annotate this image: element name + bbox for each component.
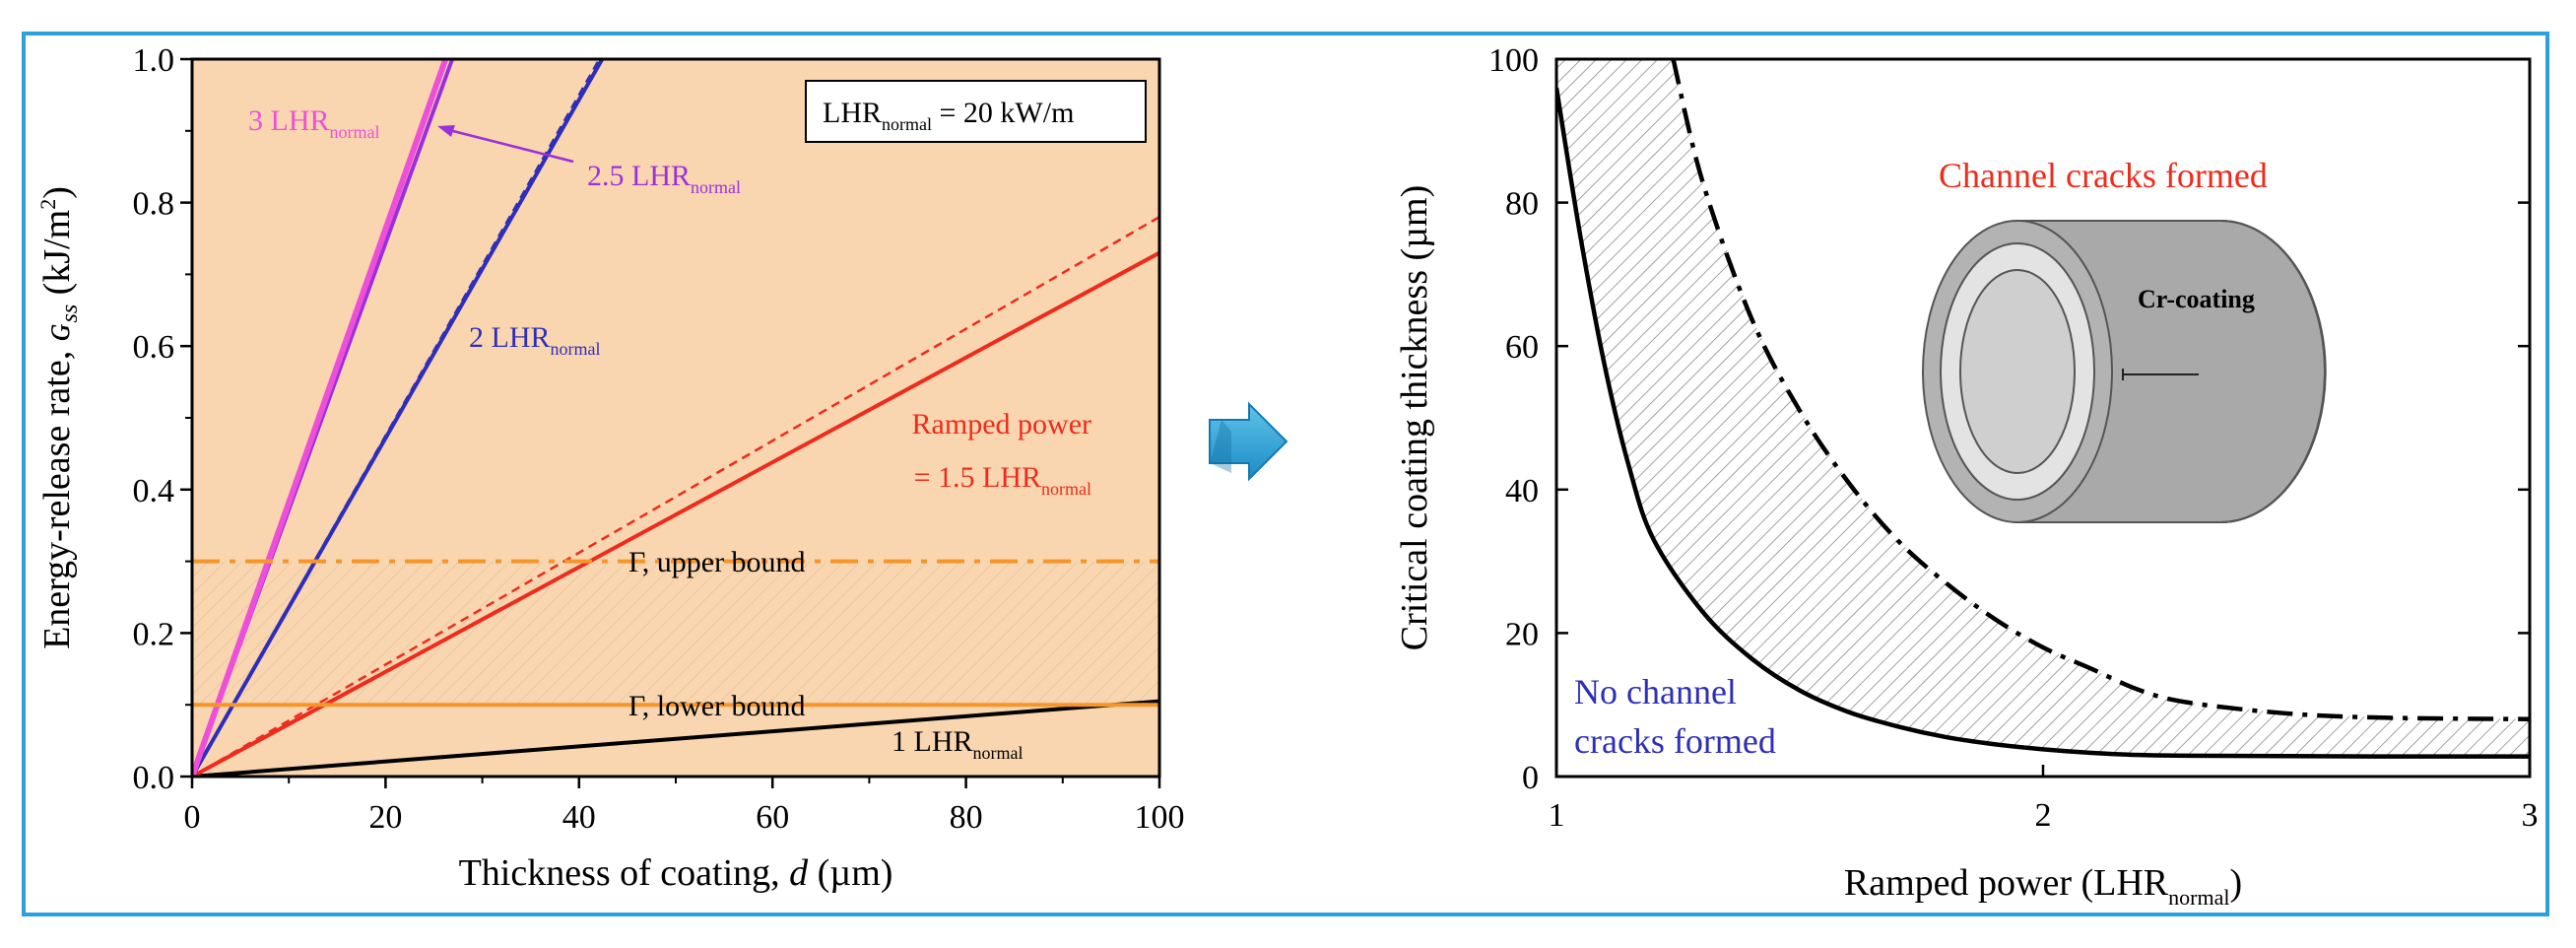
series-line-ramped-power-1-5-lhr-normal: [192, 250, 1159, 777]
x-tick-label: 40: [562, 799, 596, 836]
x-tick-label: 3: [2522, 797, 2539, 834]
left-y-label: Energy-release rate, ɢss (kJ/m2): [35, 186, 83, 649]
x-tick-label: 2: [2035, 797, 2052, 834]
svg-text:LHRnormal = 20 kW/m: LHRnormal = 20 kW/m: [823, 97, 1074, 134]
left-y-ticks: 0.0 0.2 0.4 0.6 0.8 1.0: [133, 42, 192, 796]
right-series-group: [1556, 59, 2530, 759]
energy-release-chart: 0 20 40 60 80 100 0.0 0.2 0.4 0.6 0.8 1.0 Thicknes…: [35, 42, 1185, 894]
left-x-ticks: 0 20 40 60 80 100: [184, 777, 1185, 836]
y-tick-label: 0: [1522, 760, 1539, 796]
series-line-ramped-power-dashed-: [192, 216, 1159, 777]
critical-thickness-lower-bound-curve: [1556, 87, 2530, 759]
right-y-ticks: 0 20 40 60 80 100: [1488, 42, 2530, 796]
transition-arrow-icon: [1209, 401, 1288, 482]
x-tick-label: 60: [756, 799, 789, 836]
label-gamma-lower: Γ, lower bound: [628, 690, 806, 722]
cr-coated-cylinder-icon: Cr-coating: [1922, 220, 2327, 523]
label-2-5lhr-pointer: [444, 127, 574, 164]
label-2-5lhr-arrowhead: [437, 125, 455, 137]
y-tick-label: 0.2: [133, 616, 175, 652]
right-y-label: Critical coating thickness (µm): [1394, 185, 1435, 651]
channel-cracks-formed-label: Channel cracks formed: [1939, 156, 2268, 195]
label-ramped-line2: = 1.5 LHRnormal: [914, 461, 1091, 499]
y-tick-label: 0.6: [133, 329, 175, 366]
no-channel-cracks-line2: cracks formed: [1574, 721, 1776, 761]
crack-transition-hatch: [1556, 59, 2530, 757]
x-tick-label: 1: [1549, 797, 1565, 834]
figure-frame: [22, 32, 2549, 916]
series-line-3-lhr-normal: [192, 59, 449, 777]
lhr-legend-box: LHRnormal = 20 kW/m: [805, 80, 1147, 143]
y-tick-label: 100: [1488, 42, 1539, 79]
series-line-1-lhr-normal: [192, 699, 1159, 777]
x-tick-label: 20: [368, 799, 402, 836]
critical-thickness-upper-bound-curve: [1671, 59, 2530, 722]
cr-coating-label: Cr-coating: [2138, 285, 2255, 313]
y-tick-label: 60: [1505, 329, 1539, 366]
label-2-5lhr: 2.5 LHRnormal: [587, 160, 741, 197]
x-tick-label: 100: [1135, 799, 1185, 836]
label-2lhr: 2 LHRnormal: [469, 321, 601, 359]
y-tick-label: 0.8: [133, 186, 175, 223]
x-tick-label: 80: [950, 799, 983, 836]
y-tick-label: 80: [1505, 186, 1539, 223]
left-x-label: Thickness of coating, d (µm): [459, 852, 893, 894]
y-tick-label: 0.4: [133, 473, 175, 509]
right-x-label: Ramped power (LHRnormal): [1844, 862, 2242, 910]
label-3lhr: 3 LHRnormal: [248, 104, 380, 142]
left-series-group: [192, 59, 1159, 777]
label-gamma-upper: Γ, upper bound: [628, 546, 806, 578]
series-line-2-lhr-normal-dashed-: [192, 59, 601, 777]
label-1lhr: 1 LHRnormal: [892, 725, 1024, 763]
y-tick-label: 1.0: [133, 42, 175, 79]
no-channel-cracks-line1: No channel: [1574, 672, 1737, 711]
y-tick-label: 20: [1505, 616, 1539, 652]
gamma-band-hatch: [192, 561, 1159, 706]
y-tick-label: 40: [1505, 473, 1539, 509]
right-x-ticks: 1 2 3: [1549, 765, 2539, 834]
critical-thickness-chart: 1 2 3 0 20 40 60 80 100 Ramped power (LHRnormal…: [1394, 42, 2539, 910]
label-ramped-line1: Ramped power: [912, 408, 1091, 440]
x-tick-label: 0: [184, 799, 201, 836]
y-tick-label: 0.0: [133, 760, 175, 796]
